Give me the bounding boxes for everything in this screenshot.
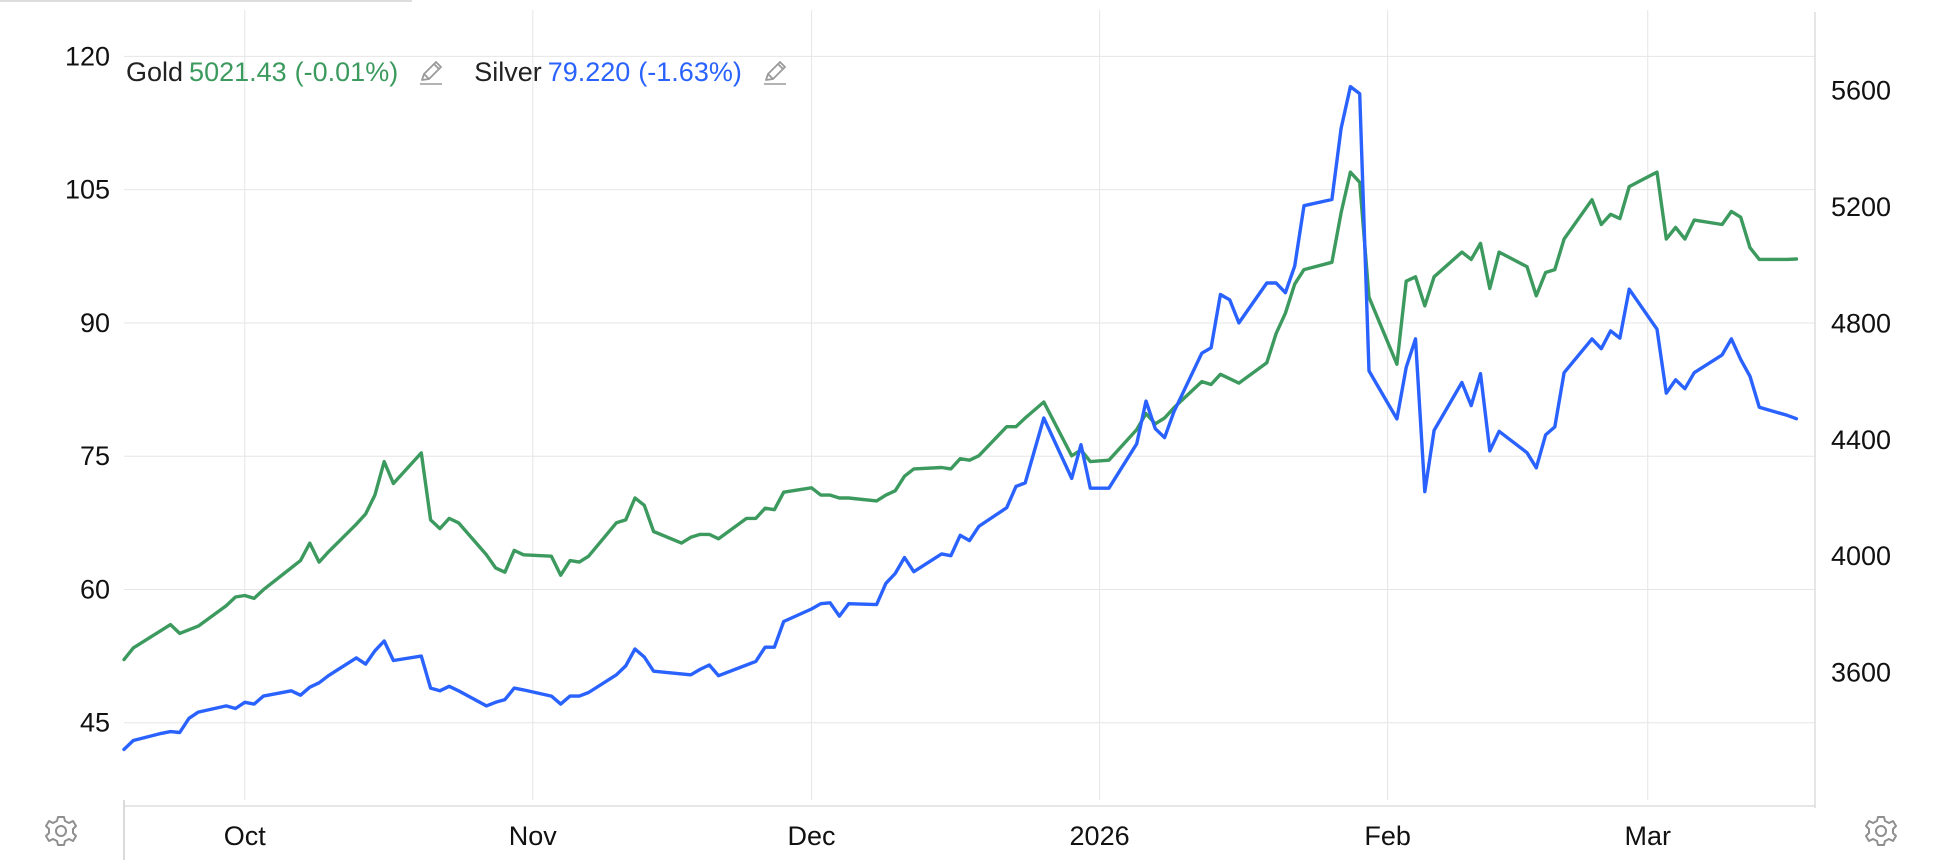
legend-gold-value: 5021.43 xyxy=(189,56,287,87)
gold-pencil-icon[interactable] xyxy=(416,57,446,87)
y-right-tick-label: 3600 xyxy=(1831,658,1891,688)
right-settings-gear-icon[interactable] xyxy=(1864,814,1898,848)
x-tick-label: Mar xyxy=(1625,821,1672,851)
axes: Oct Nov Dec 2026 Feb Mar 45 60 75 90 105 120 3600 400… xyxy=(65,12,1891,860)
y-right-tick-label: 5600 xyxy=(1831,76,1891,106)
y-left-tick-label: 90 xyxy=(80,308,110,338)
y-right-tick-label: 5200 xyxy=(1831,192,1891,222)
top-tab-edge xyxy=(0,0,412,2)
grid xyxy=(124,10,1815,800)
y-right-tick-label: 4800 xyxy=(1831,308,1891,338)
series-line-silver xyxy=(122,84,1799,752)
x-tick-label: Dec xyxy=(788,821,836,851)
legend-silver-value: 79.220 xyxy=(547,56,631,87)
left-settings-gear-icon[interactable] xyxy=(44,814,78,848)
x-tick-label: Oct xyxy=(224,821,267,851)
y-left-tick-label: 45 xyxy=(80,708,110,738)
series-line-gold xyxy=(122,170,1799,662)
legend: Gold 5021.43 (-0.01%) Silver 79.220 (-1.… xyxy=(126,52,818,92)
x-tick-label: 2026 xyxy=(1070,821,1130,851)
y-right-tick-label: 4400 xyxy=(1831,425,1891,455)
legend-gold-name: Gold xyxy=(126,56,184,87)
y-left-tick-label: 120 xyxy=(65,41,110,71)
series-lines xyxy=(122,84,1799,752)
y-left-tick-label: 60 xyxy=(80,574,110,604)
x-tick-label: Nov xyxy=(509,821,558,851)
y-left-tick-label: 75 xyxy=(80,441,110,471)
y-right-tick-label: 4000 xyxy=(1831,541,1891,571)
y-left-tick-label: 105 xyxy=(65,175,110,205)
legend-silver-name: Silver xyxy=(474,56,542,87)
legend-gold-change: (-0.01%) xyxy=(294,56,399,87)
legend-silver-change: (-1.63%) xyxy=(638,56,742,87)
silver-pencil-icon[interactable] xyxy=(760,57,790,87)
x-tick-label: Feb xyxy=(1364,821,1411,851)
